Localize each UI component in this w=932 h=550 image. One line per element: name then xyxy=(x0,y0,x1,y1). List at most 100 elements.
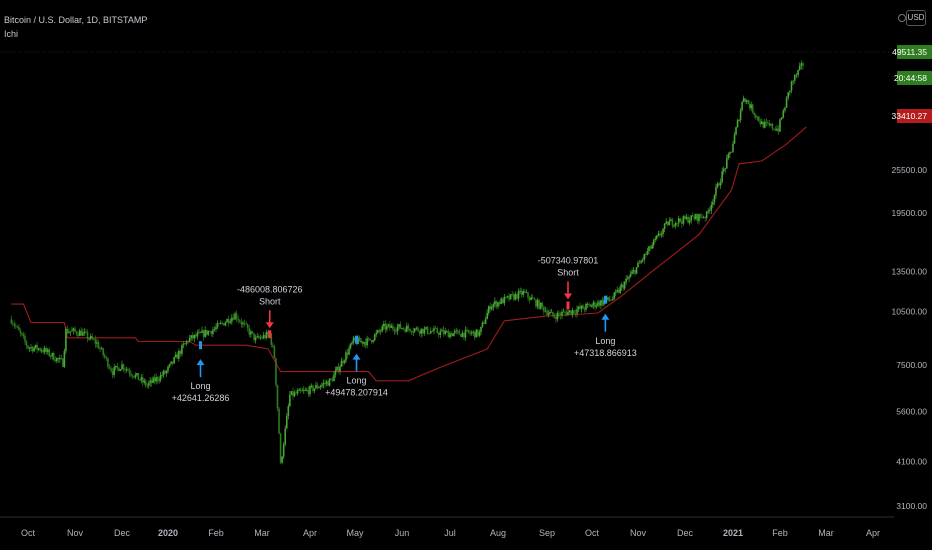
candle-body xyxy=(219,322,222,324)
candle-body xyxy=(254,337,257,341)
signal-label: Long xyxy=(191,381,211,391)
candle-body xyxy=(736,120,739,128)
candle-body xyxy=(410,331,413,333)
candle-body xyxy=(159,374,162,381)
candle-body xyxy=(524,291,526,293)
candle-body xyxy=(567,311,569,316)
candle-body xyxy=(439,331,442,336)
candle-body xyxy=(744,98,746,102)
candle-body xyxy=(364,341,367,346)
candle-body xyxy=(552,311,554,316)
candle-body xyxy=(12,323,14,325)
candle-body xyxy=(245,323,247,325)
candle-body xyxy=(591,305,593,307)
candle-body xyxy=(287,406,290,416)
candle-body xyxy=(296,390,299,394)
candle-body xyxy=(777,128,780,132)
candle-body xyxy=(735,127,737,135)
candle-body xyxy=(149,380,151,384)
candle-body xyxy=(754,114,757,118)
candle-body xyxy=(489,306,492,310)
candle-body xyxy=(97,342,100,349)
x-tick-label: Oct xyxy=(585,528,600,538)
candle-body xyxy=(698,214,700,221)
candle-body xyxy=(418,331,421,334)
candle-body xyxy=(128,370,131,374)
candle-body xyxy=(339,366,341,372)
candle-body xyxy=(318,387,320,389)
x-tick-label: Dec xyxy=(114,528,131,538)
candle-body xyxy=(684,215,686,219)
candle-body xyxy=(116,365,119,368)
candle-body xyxy=(713,195,716,203)
candle-body xyxy=(85,331,87,333)
candle-body xyxy=(74,328,76,332)
indicator-name[interactable]: Ichi xyxy=(4,29,19,39)
candle-body xyxy=(648,246,650,252)
candle-body xyxy=(275,358,277,386)
symbol-title: Bitcoin / U.S. Dollar, 1D, BITSTAMP xyxy=(4,15,148,25)
candle-body xyxy=(463,332,465,338)
candle-body xyxy=(231,317,233,322)
candle-body xyxy=(475,329,478,338)
candle-body xyxy=(31,347,34,352)
candle-body xyxy=(292,391,294,397)
candle-body xyxy=(477,329,479,336)
candle-body xyxy=(549,311,551,314)
candle-body xyxy=(261,337,263,339)
candle-body xyxy=(597,301,599,306)
candle-body xyxy=(668,221,671,226)
candle-body xyxy=(82,332,84,336)
candle-body xyxy=(407,325,410,329)
candle-body xyxy=(48,349,51,356)
currency-badge[interactable]: USD xyxy=(898,10,926,26)
candle-body xyxy=(316,384,319,389)
candle-body xyxy=(441,329,443,332)
candle-body xyxy=(414,328,416,332)
candle-body xyxy=(289,394,291,407)
candle-body xyxy=(28,347,31,349)
x-tick-label: Jun xyxy=(395,528,410,538)
candle-body xyxy=(651,245,653,249)
candle-body xyxy=(10,319,13,324)
candle-body xyxy=(54,360,57,362)
candle-body xyxy=(541,302,544,307)
candle-body xyxy=(127,369,129,371)
candle-body xyxy=(360,341,362,342)
x-tick-label: Apr xyxy=(866,528,880,538)
y-tick-label: 10500.00 xyxy=(892,306,928,316)
candle-body xyxy=(784,107,786,111)
candle-body xyxy=(719,182,722,186)
signal-marker xyxy=(268,330,272,339)
candle-body xyxy=(659,233,661,236)
candle-body xyxy=(505,296,507,298)
signal-label: Short xyxy=(259,296,281,306)
candle-body xyxy=(390,325,393,328)
countdown-badge: 20:44:58 xyxy=(894,71,932,85)
candle-body xyxy=(770,123,772,126)
candle-body xyxy=(52,353,55,361)
candle-body xyxy=(592,302,595,306)
short-signal: Short -507340.97801 xyxy=(538,256,598,310)
candle-body xyxy=(450,333,453,337)
candle-body xyxy=(325,381,328,384)
candle-body xyxy=(134,374,137,378)
candle-body xyxy=(674,222,677,226)
candle-body xyxy=(293,392,296,397)
candle-body xyxy=(433,328,435,332)
candle-body xyxy=(531,297,534,299)
candle-body xyxy=(215,327,217,330)
x-tick-label: 2021 xyxy=(723,528,743,538)
candle-body xyxy=(334,370,337,375)
candle-body xyxy=(790,81,793,91)
candle-body xyxy=(209,331,211,332)
x-tick-label: 2020 xyxy=(158,528,178,538)
candle-body xyxy=(657,233,660,236)
candle-body xyxy=(774,129,777,131)
candle-body xyxy=(646,251,649,255)
candle-body xyxy=(520,290,523,295)
candle-body xyxy=(500,298,502,304)
short-arrowhead-icon xyxy=(265,322,274,329)
candle-body xyxy=(69,331,72,333)
